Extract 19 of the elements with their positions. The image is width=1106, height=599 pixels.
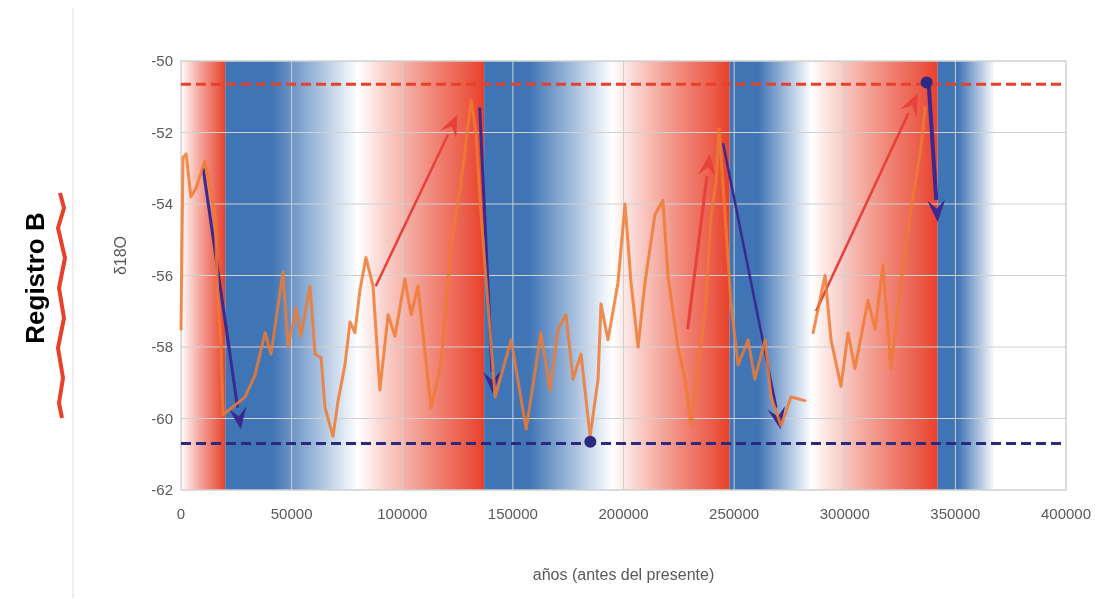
- y-tick-label: -52: [151, 123, 173, 141]
- x-tick-label: 100000: [377, 505, 428, 522]
- y-tick-label: -56: [151, 266, 173, 284]
- x-tick-label: 400000: [1040, 505, 1092, 522]
- x-tick-label: 150000: [487, 505, 538, 522]
- y-tick-label: -50: [151, 52, 173, 70]
- text: Registro B: [20, 212, 50, 344]
- y-tick-label: -60: [151, 409, 173, 427]
- x-tick-label: 300000: [819, 505, 870, 522]
- x-tick-label: 200000: [598, 505, 649, 522]
- x-tick-label: 350000: [930, 505, 981, 522]
- y-tick-label: -62: [151, 481, 173, 499]
- x-tick-label: 50000: [270, 505, 313, 522]
- y-tick-label: -58: [151, 338, 173, 356]
- x-tick-label: 0: [176, 505, 186, 522]
- y-axis-title: δ18O: [112, 235, 129, 276]
- y-tick-label: -54: [151, 195, 173, 213]
- x-axis-title: años (antes del presente): [532, 566, 715, 583]
- x-tick-label: 250000: [709, 505, 760, 522]
